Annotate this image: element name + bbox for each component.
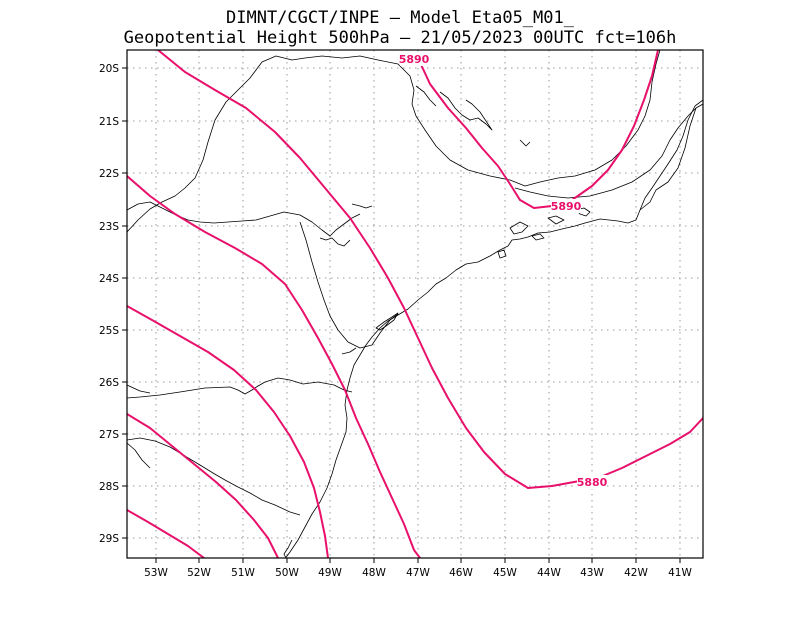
contour-5880	[157, 50, 703, 489]
lat-label: 24S	[99, 273, 119, 285]
latitude-labels: 20S 21S 22S 23S 24S 25S 26S 27S 28S 29S	[99, 63, 119, 545]
espirito-santo-border	[639, 107, 697, 211]
contour-5890-north	[417, 50, 659, 209]
sao-paulo-coast-inlet	[509, 221, 529, 235]
lon-label: 49W	[318, 567, 342, 579]
contour-5860	[127, 305, 329, 558]
lat-label: 26S	[99, 377, 119, 389]
lon-label: 46W	[449, 567, 473, 579]
contour-label-5880: 5880	[577, 476, 608, 489]
guanabara-bay	[575, 207, 591, 217]
lon-label: 50W	[275, 567, 299, 579]
height-contours	[127, 50, 703, 558]
mato-grosso-do-sul-border	[127, 201, 361, 237]
contour-label-5890-coast: 5890	[551, 200, 582, 213]
reservoir-itaipu	[319, 237, 351, 247]
lon-label: 51W	[231, 567, 255, 579]
lat-label: 20S	[99, 63, 119, 75]
lat-label: 22S	[99, 168, 119, 180]
lon-label: 41W	[668, 567, 692, 579]
minas-gerais-south-border	[127, 50, 661, 233]
paranagua-bay	[375, 312, 399, 331]
contour-5840	[127, 509, 205, 558]
ilha-grande	[531, 233, 545, 241]
parana-north-border	[299, 221, 399, 349]
lon-label: 47W	[406, 567, 430, 579]
lat-label: 25S	[99, 325, 119, 337]
reservoir-furnas	[439, 91, 493, 131]
lat-label: 23S	[99, 221, 119, 233]
map-title-line2: Geopotential Height 500hPa – 21/05/2023 …	[123, 28, 677, 48]
argentina-border-north	[127, 384, 151, 394]
contour-5870	[127, 175, 421, 558]
lagoa-dos-patos	[283, 539, 293, 558]
lon-label: 43W	[580, 567, 604, 579]
reservoir-tres-marias	[415, 85, 437, 107]
contour-label-box	[400, 52, 430, 66]
reservoir-lower-rivers	[519, 139, 531, 147]
longitude-labels: 53W 52W 51W 50W 49W 48W 47W 46W 45W 44W …	[144, 567, 692, 579]
minas-gerais-rio-border	[514, 103, 703, 199]
contour-label-box	[551, 199, 581, 213]
lat-label: 28S	[99, 481, 119, 493]
lon-label: 45W	[493, 567, 517, 579]
argentina-border-south	[127, 442, 151, 469]
lon-label: 53W	[144, 567, 168, 579]
lat-label: 21S	[99, 116, 119, 128]
contour-5850	[127, 413, 279, 558]
graticule	[127, 50, 703, 558]
contour-label-box	[577, 475, 607, 489]
tick-marks	[122, 67, 681, 563]
map-title-line1: DIMNT/CGCT/INPE – Model Eta05_M01_	[226, 8, 574, 28]
reservoir-upper-parana	[341, 347, 357, 355]
lat-label: 29S	[99, 533, 119, 545]
reservoir-paranapanema	[351, 203, 373, 209]
map-frame	[126, 49, 704, 559]
ilha-de-sao-sebastiao	[497, 249, 507, 259]
parana-santa-catarina-border	[127, 377, 353, 399]
boundaries	[127, 50, 703, 558]
lat-label: 27S	[99, 429, 119, 441]
lon-label: 48W	[362, 567, 386, 579]
sepetiba-bay	[547, 215, 565, 225]
lon-label: 44W	[537, 567, 561, 579]
contour-label-5890-top: 5890	[399, 53, 430, 66]
lon-label: 42W	[624, 567, 648, 579]
santa-catarina-rio-grande-border	[127, 437, 301, 516]
lon-label: 52W	[187, 567, 211, 579]
